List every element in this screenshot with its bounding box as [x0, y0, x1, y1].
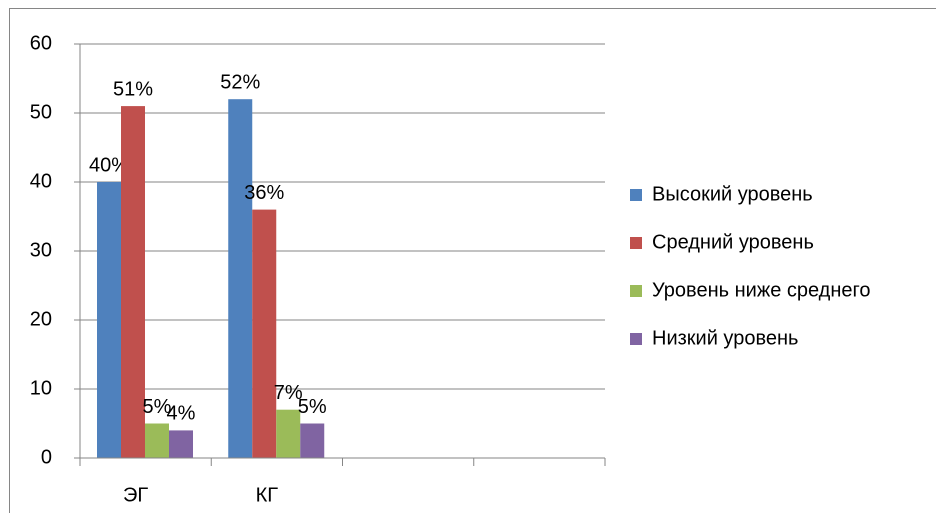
data-label: 36% — [244, 182, 284, 204]
legend-swatch — [630, 189, 642, 201]
data-label: 5% — [298, 396, 327, 418]
legend-swatch — [630, 333, 642, 345]
y-tick-label: 60 — [30, 32, 52, 54]
bar — [228, 99, 253, 458]
y-tick-label: 50 — [30, 101, 52, 123]
bar — [252, 209, 277, 458]
data-label: 7% — [274, 382, 303, 404]
bar — [121, 106, 145, 458]
x-tick-label: ЭГ — [123, 484, 148, 506]
x-tick-label: КГ — [256, 484, 279, 506]
legend-label: Уровень ниже среднего — [652, 279, 871, 301]
bar — [276, 409, 301, 458]
legend-label: Низкий уровень — [652, 327, 798, 349]
data-label: 51% — [113, 78, 153, 100]
y-tick-label: 10 — [30, 377, 52, 399]
bar — [145, 423, 169, 458]
y-tick-label: 30 — [30, 239, 52, 261]
data-label: 5% — [143, 396, 172, 418]
data-label: 4% — [167, 403, 196, 425]
data-label: 40% — [89, 154, 129, 176]
y-tick-label: 0 — [41, 446, 52, 468]
y-tick-label: 20 — [30, 308, 52, 330]
legend-swatch — [630, 285, 642, 297]
chart-border — [9, 8, 936, 513]
y-tick-label: 40 — [30, 170, 52, 192]
bar — [300, 423, 325, 458]
data-label: 52% — [220, 71, 260, 93]
bar — [97, 182, 121, 458]
legend-label: Высокий уровень — [652, 183, 813, 205]
bar — [169, 430, 193, 458]
legend-label: Средний уровень — [652, 231, 814, 253]
legend-swatch — [630, 237, 642, 249]
